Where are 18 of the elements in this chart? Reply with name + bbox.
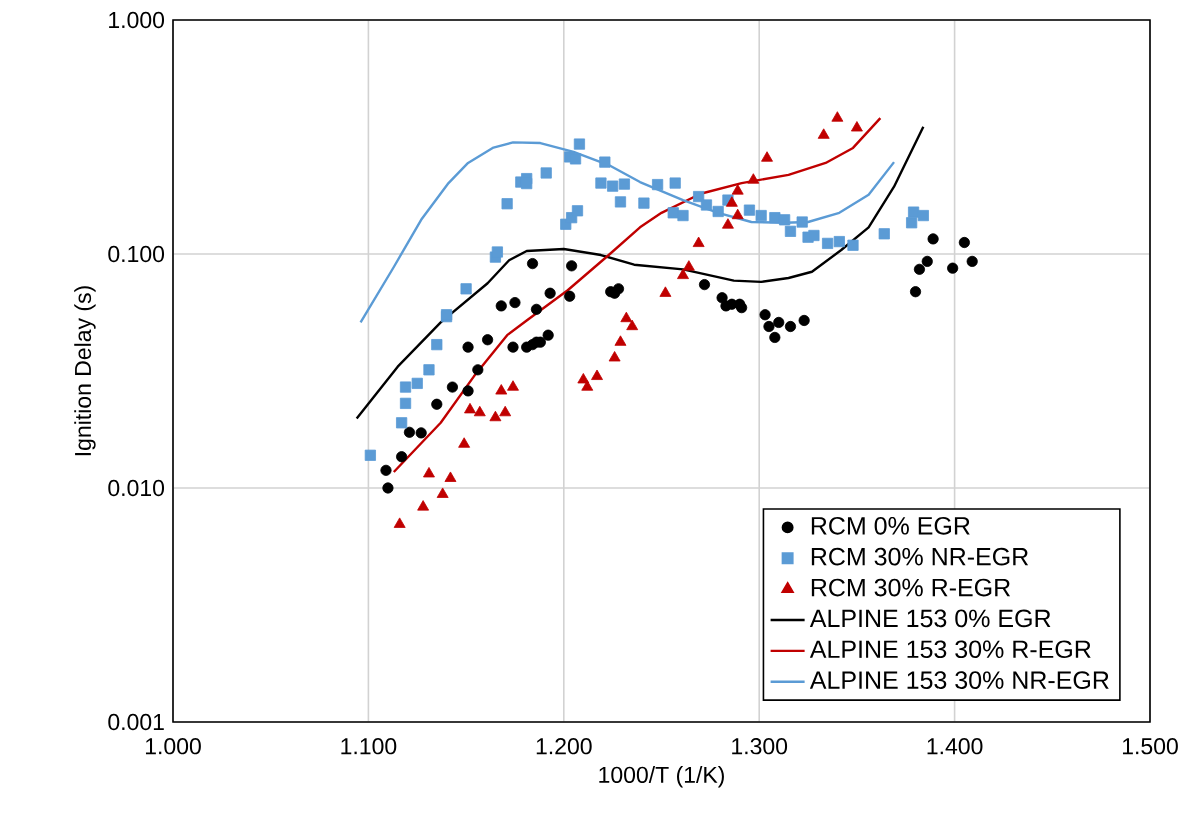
x-axis-title: 1000/T (1/K): [599, 766, 724, 788]
x-tick-label: 1.100: [341, 738, 397, 755]
y-axis-title: Ignition Delay (s): [74, 286, 96, 456]
legend-label: RCM 0% EGR: [811, 516, 970, 535]
y-tick-label: 0.010: [108, 479, 165, 497]
legend-label: RCM 30% R-EGR: [811, 578, 1011, 597]
y-tick-label: 1.000: [109, 11, 165, 29]
legend-label: ALPINE 153 0% EGR: [809, 609, 1051, 628]
legend-label: RCM 30% NR-EGR: [811, 547, 1029, 566]
y-tick-label: 0.001: [108, 713, 164, 731]
legend-label: ALPINE 153 30% R-EGR: [809, 640, 1091, 659]
x-tick-label: 1.200: [536, 738, 592, 755]
y-tick-label: 0.100: [108, 245, 165, 263]
legend-label: ALPINE 153 30% NR-EGR: [809, 671, 1109, 689]
x-tick-label: 1.500: [1122, 738, 1178, 755]
x-tick-label: 1.400: [927, 738, 983, 755]
x-tick-label: 1.000: [145, 738, 201, 755]
x-tick-label: 1.300: [732, 738, 788, 755]
